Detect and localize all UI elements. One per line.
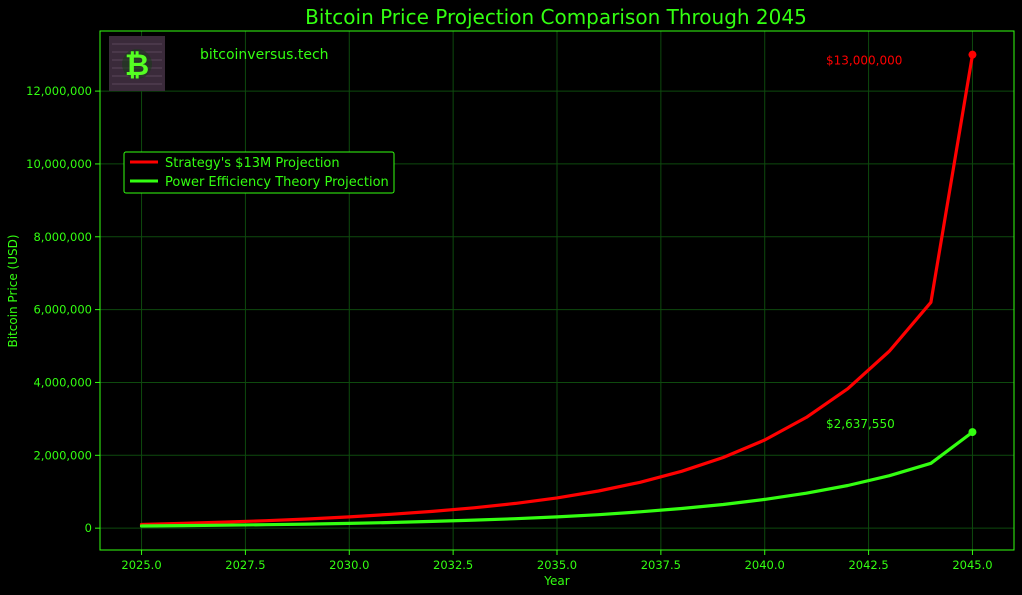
x-tick-label: 2042.5 [848, 558, 888, 572]
series-group [139, 50, 977, 528]
y-tick-label: 6,000,000 [33, 303, 92, 317]
x-tick-label: 2040.0 [745, 558, 785, 572]
y-tick-label: 10,000,000 [26, 157, 92, 171]
series-endpoint-0 [968, 50, 977, 59]
chart-grid [100, 31, 1014, 550]
annotations: $13,000,000 $2,637,550 [826, 54, 902, 431]
legend-label-strategy: Strategy's $13M Projection [165, 156, 340, 171]
endpoint-value-label-0: $13,000,000 [826, 54, 902, 68]
y-tick-label: 12,000,000 [26, 84, 92, 98]
x-axis-label: Year [543, 574, 569, 588]
legend-frame [123, 151, 395, 194]
x-tick-label: 2030.0 [329, 558, 369, 572]
legend-label-power-efficiency: Power Efficiency Theory Projection [165, 175, 389, 190]
series-line-1 [139, 430, 975, 528]
y-tick-label: 4,000,000 [33, 375, 92, 389]
x-tick-label: 2025.0 [121, 558, 161, 572]
y-axis: 0 2,000,000 4,000,000 6,000,000 8,000,000 10,… [26, 84, 100, 535]
y-tick-label: 0 [85, 521, 92, 535]
x-tick-label: 2027.5 [225, 558, 265, 572]
y-axis-label: Bitcoin Price (USD) [6, 234, 20, 347]
x-tick-label: 2037.5 [641, 558, 681, 572]
x-tick-label: 2035.0 [537, 558, 577, 572]
y-tick-label: 2,000,000 [33, 448, 92, 462]
endpoint-value-label-1: $2,637,550 [826, 417, 895, 431]
watermark-text: bitcoinversus.tech [200, 47, 329, 63]
x-axis: 2025.0 2027.5 2030.0 2032.5 2035.0 2037.5 2040… [121, 550, 993, 572]
chart-title: Bitcoin Price Projection Comparison Thro… [305, 5, 807, 29]
x-tick-label: 2045.0 [952, 558, 992, 572]
series-endpoint-1 [968, 428, 977, 437]
series-line-0 [139, 53, 975, 527]
x-tick-label: 2032.5 [433, 558, 473, 572]
svg-text:₿: ₿ [125, 48, 149, 83]
chart-legend: Strategy's $13M Projection Power Efficie… [123, 151, 395, 194]
y-tick-label: 8,000,000 [33, 230, 92, 244]
bitcoin-logo-icon: ₿ [109, 36, 165, 91]
